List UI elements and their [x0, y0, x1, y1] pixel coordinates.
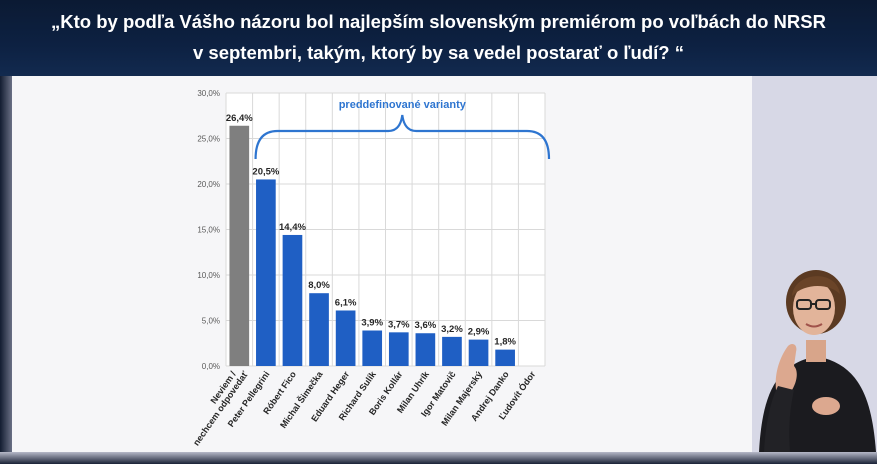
y-tick-label: 30,0%	[197, 89, 220, 98]
y-tick-label: 20,0%	[197, 180, 220, 189]
data-label: 1,8%	[494, 337, 516, 348]
y-tick-label: 25,0%	[197, 135, 220, 144]
data-label: 3,6%	[415, 320, 437, 331]
data-label: 14,4%	[279, 222, 306, 233]
bar	[335, 310, 356, 366]
bar	[495, 349, 515, 366]
bar-chart: 0,0%5,0%10,0%15,0%20,0%25,0%30,0%26,4%Ne…	[191, 89, 551, 448]
bar	[256, 179, 276, 366]
bar	[442, 336, 462, 366]
data-label: 20,5%	[252, 166, 279, 177]
y-tick-label: 0,0%	[202, 362, 220, 371]
data-label: 3,2%	[441, 324, 463, 335]
y-tick-label: 5,0%	[202, 317, 220, 326]
y-tick-label: 15,0%	[197, 226, 220, 235]
bar	[415, 333, 436, 366]
data-label: 3,9%	[361, 318, 383, 329]
chart-area: 0,0% 5,0% 10,0% 15,0% 20,0% 25,0% 30,0% 26,4% Ne…	[12, 76, 752, 452]
bar	[282, 234, 303, 366]
left-frame-edge	[0, 76, 12, 464]
data-label: 6,1%	[335, 297, 357, 308]
data-label: 3,7%	[388, 319, 410, 330]
bracket-label: preddefinované varianty	[339, 99, 467, 111]
header-banner: „Kto by podľa Vášho názoru bol najlepším…	[0, 0, 877, 76]
bar	[309, 293, 329, 366]
bar	[229, 125, 250, 366]
sign-language-interpreter-icon	[759, 270, 876, 452]
bracket-shape	[254, 114, 551, 160]
y-tick-label: 10,0%	[197, 271, 220, 280]
bottom-frame-edge	[0, 452, 877, 464]
question-title-line1: „Kto by podľa Vášho názoru bol najlepším…	[51, 11, 826, 32]
bar	[388, 332, 409, 366]
data-label: 2,9%	[468, 327, 490, 338]
bar	[468, 339, 489, 366]
data-label: 8,0%	[308, 280, 330, 291]
data-label: 26,4%	[226, 113, 253, 124]
question-title-line2: v septembri, takým, ktorý by sa vedel po…	[193, 42, 684, 63]
bar	[362, 330, 383, 366]
